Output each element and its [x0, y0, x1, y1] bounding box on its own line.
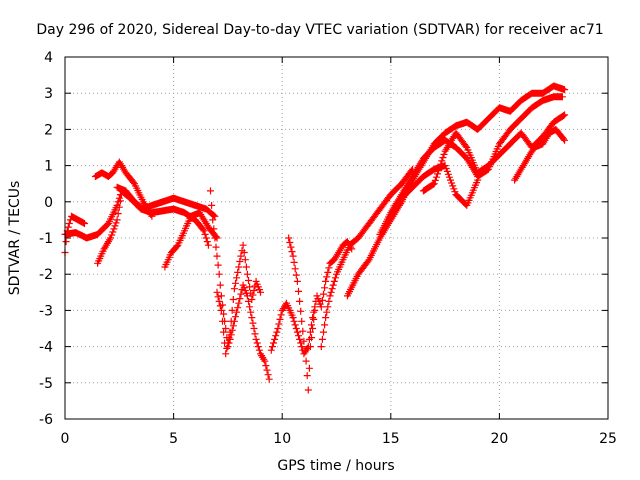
series-markers [113, 183, 219, 220]
series-track-d [94, 191, 125, 267]
x-tick-label: 25 [599, 431, 617, 447]
data-points [61, 82, 569, 394]
x-tick-label: 10 [273, 431, 291, 447]
series-track-f [161, 209, 221, 271]
y-tick-label: 4 [44, 50, 53, 66]
series-markers [343, 82, 569, 300]
series-markers [213, 241, 264, 358]
x-tick-label: 0 [61, 431, 70, 447]
series-markers [94, 191, 125, 267]
y-tick-label: 1 [44, 159, 53, 175]
y-tick-label: 3 [44, 86, 53, 102]
y-tick-label: 0 [44, 195, 53, 211]
series-markers [285, 234, 319, 394]
series-track-p [511, 125, 569, 184]
series-track-k [317, 165, 416, 351]
tick-labels: 0 5 10 15 20 25 -6 -5 -4 -3 -2 -1 0 1 2 3 4 [39, 50, 617, 447]
y-tick-label: -2 [39, 267, 53, 283]
series-track-l [343, 82, 569, 300]
series-track-o [419, 111, 569, 195]
series-markers [511, 125, 569, 184]
plot-frame [64, 56, 609, 420]
series-markers [161, 209, 221, 271]
y-tick-label: -4 [39, 340, 53, 356]
series-track-j [285, 234, 319, 394]
x-tick-label: 15 [382, 431, 400, 447]
x-tick-label: 20 [490, 431, 508, 447]
y-axis-label: SDTVAR / TECUs [7, 181, 23, 296]
x-axis-label: GPS time / hours [277, 458, 394, 474]
y-tick-label: -6 [39, 412, 53, 428]
y-tick-label: -3 [39, 303, 53, 319]
series-track-h [213, 241, 264, 358]
series-track-e [113, 183, 219, 220]
chart-title: Day 296 of 2020, Sidereal Day-to-day VTE… [36, 22, 603, 38]
series-markers [419, 111, 569, 195]
series-markers [207, 187, 273, 383]
y-tick-label: -1 [39, 231, 53, 247]
x-tick-label: 5 [169, 431, 178, 447]
y-tick-label: -5 [39, 376, 53, 392]
series-track-g [207, 187, 273, 383]
series-track-i [267, 238, 356, 358]
series-markers [317, 165, 416, 351]
series-markers [267, 238, 356, 358]
y-tick-label: 2 [44, 122, 53, 138]
grid [65, 57, 608, 419]
